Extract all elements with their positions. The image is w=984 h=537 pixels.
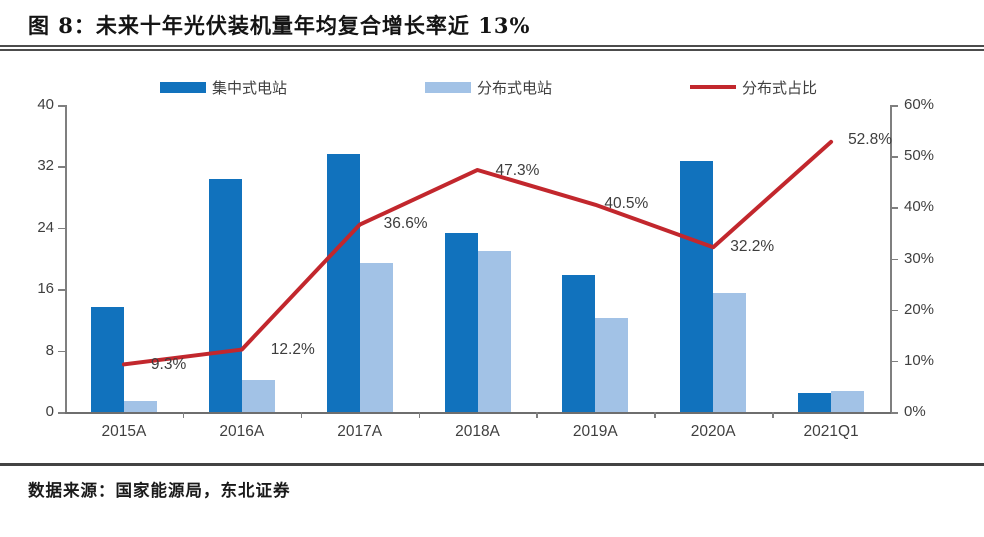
right-axis-tick [891, 412, 898, 414]
x-axis-label: 2018A [455, 423, 500, 440]
bar-集中式电站-2015A [90, 306, 124, 412]
right-axis-tick [891, 309, 898, 312]
legend-item-bar1: 分布式电站 [425, 77, 595, 97]
line-point-label: 9.3% [150, 356, 187, 374]
left-axis-tick [58, 227, 65, 230]
bar-集中式电站-2017A [326, 154, 360, 412]
bar-分布式电站-2020A [713, 293, 747, 412]
left-axis-tick [58, 412, 65, 414]
right-axis-tick [891, 156, 898, 158]
x-axis-tick [300, 412, 303, 418]
left-axis-tick-label: 24 [37, 218, 54, 236]
x-axis-tick [418, 412, 421, 418]
left-axis-tick-label: 8 [45, 341, 54, 359]
data-source: 数据来源：国家能源局，东北证券 [28, 481, 291, 500]
bar-集中式电站-2016A [208, 179, 242, 412]
right-axis-tick [891, 258, 898, 260]
left-axis-tick-label: 16 [37, 280, 54, 298]
line-point-label: 52.8% [848, 130, 893, 148]
chart-area: 集中式电站 分布式电站 分布式占比 40 32 24 16 8 0 60% 50% 40% 30% 20%… [0, 52, 984, 462]
right-axis-tick-label: 20% [904, 300, 935, 318]
right-axis-tick-label: 40% [904, 198, 935, 216]
left-axis-tick-label: 0 [45, 403, 54, 420]
x-axis-label: 2019A [572, 423, 618, 440]
right-axis-tick-label: 50% [904, 147, 935, 165]
line-point-label: 40.5% [604, 194, 649, 212]
x-axis-tick [182, 412, 185, 418]
bar-分布式电站-2017A [359, 263, 393, 412]
right-axis-tick [891, 360, 898, 363]
x-axis-tick [536, 412, 538, 418]
bar-分布式电站-2015A [123, 401, 157, 412]
line-point-label: 12.2% [270, 340, 315, 358]
left-axis-tick-label: 32 [37, 157, 54, 175]
title-underline [0, 45, 984, 51]
bar-集中式电站-2018A [444, 233, 478, 412]
source-divider [0, 463, 984, 466]
x-axis-line [65, 412, 891, 414]
legend-label: 分布式占比 [742, 80, 818, 97]
x-axis-label: 2021Q1 [803, 423, 859, 440]
left-axis-tick-label: 40 [37, 96, 54, 113]
bar-分布式电站-2019A [595, 318, 629, 412]
right-axis-tick-label: 10% [904, 351, 935, 369]
left-axis-tick [58, 350, 65, 353]
legend-bar-swatch [425, 82, 471, 93]
legend-line-swatch [690, 85, 736, 89]
right-axis-line [890, 105, 892, 412]
x-axis-label: 2017A [337, 423, 383, 440]
left-axis-tick [58, 289, 65, 291]
bar-集中式电站-2021Q1 [798, 392, 832, 412]
left-axis-line [65, 105, 67, 412]
line-point-label: 32.2% [730, 238, 775, 256]
right-axis-tick-label: 30% [904, 249, 935, 267]
legend-label: 分布式电站 [477, 80, 553, 97]
x-axis-label: 2016A [219, 423, 265, 440]
bar-分布式电站-2018A [477, 250, 511, 412]
x-axis-tick [654, 412, 656, 418]
bar-分布式电站-2021Q1 [831, 390, 865, 412]
right-axis-tick-label: 60% [904, 96, 935, 113]
legend-item-bar0: 集中式电站 [160, 77, 330, 97]
line-point-label: 36.6% [383, 214, 428, 232]
figure-title: 图 8：未来十年光伏装机量年均复合增长率近 13% [28, 13, 531, 38]
legend-item-ratio: 分布式占比 [690, 77, 860, 97]
left-axis-tick [58, 105, 65, 107]
legend-bar-swatch [160, 82, 206, 93]
right-axis-tick-label: 0% [904, 403, 926, 420]
bar-集中式电站-2019A [562, 274, 596, 412]
bar-分布式电站-2016A [241, 379, 275, 412]
x-axis-tick [772, 412, 774, 418]
right-axis-tick [891, 207, 898, 209]
left-axis-tick [58, 166, 65, 168]
legend-label: 集中式电站 [212, 80, 288, 97]
x-axis-label: 2015A [101, 423, 147, 440]
right-axis-tick [891, 105, 898, 107]
line-point-label: 47.3% [495, 161, 540, 179]
bar-集中式电站-2020A [680, 161, 714, 412]
x-axis-label: 2020A [690, 423, 736, 440]
